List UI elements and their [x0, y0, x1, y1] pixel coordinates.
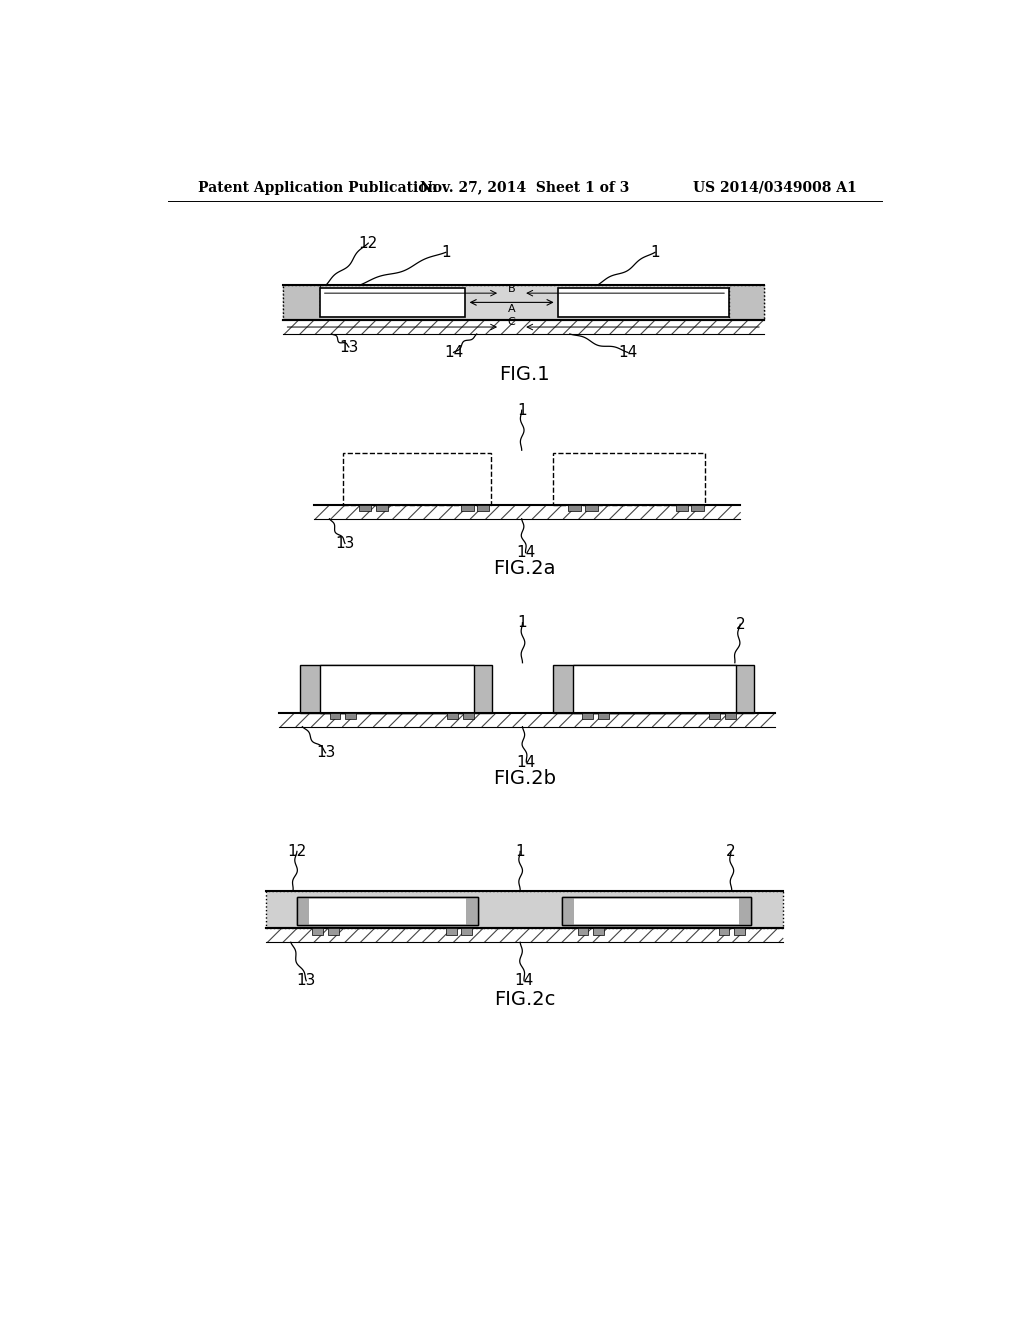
Bar: [676, 506, 688, 511]
Text: 2: 2: [726, 843, 736, 859]
Bar: [461, 928, 472, 935]
Text: FIG.1: FIG.1: [500, 364, 550, 384]
Bar: [691, 506, 703, 511]
Bar: [283, 285, 321, 321]
Bar: [345, 713, 356, 719]
Bar: [729, 285, 764, 321]
Bar: [725, 713, 735, 719]
Bar: [445, 928, 457, 935]
Bar: [376, 506, 388, 511]
Bar: [734, 928, 744, 935]
Bar: [477, 506, 489, 511]
Text: Patent Application Publication: Patent Application Publication: [198, 181, 437, 194]
Bar: [266, 891, 783, 928]
Bar: [463, 713, 474, 719]
Text: B: B: [508, 284, 515, 293]
Text: 13: 13: [316, 746, 335, 760]
Bar: [312, 928, 324, 935]
Bar: [719, 928, 729, 935]
Bar: [562, 896, 751, 924]
Bar: [297, 896, 478, 924]
Bar: [447, 713, 458, 719]
Bar: [297, 896, 478, 924]
Text: 1: 1: [515, 843, 525, 859]
Bar: [553, 453, 706, 506]
Text: 14: 14: [514, 973, 534, 989]
Text: 14: 14: [443, 345, 463, 360]
Text: 2: 2: [735, 616, 745, 632]
Bar: [343, 453, 490, 506]
Bar: [598, 713, 608, 719]
Text: FIG.2c: FIG.2c: [495, 990, 555, 1008]
Text: 1: 1: [518, 615, 527, 630]
Bar: [593, 928, 604, 935]
Bar: [297, 896, 309, 924]
Bar: [583, 713, 593, 719]
Text: 14: 14: [517, 755, 536, 770]
Bar: [568, 506, 581, 511]
Text: 14: 14: [516, 545, 536, 560]
Text: C: C: [508, 317, 515, 327]
Text: Nov. 27, 2014  Sheet 1 of 3: Nov. 27, 2014 Sheet 1 of 3: [420, 181, 630, 194]
Bar: [710, 713, 720, 719]
Bar: [738, 896, 751, 924]
Text: A: A: [508, 305, 515, 314]
Text: 14: 14: [618, 345, 638, 360]
Bar: [330, 713, 340, 719]
Bar: [553, 665, 755, 713]
Bar: [562, 896, 751, 924]
Bar: [359, 506, 372, 511]
Text: 13: 13: [335, 536, 354, 550]
Bar: [558, 288, 729, 317]
Bar: [321, 665, 474, 713]
Bar: [461, 506, 474, 511]
Text: 12: 12: [288, 843, 306, 859]
Bar: [466, 896, 478, 924]
Text: FIG.2b: FIG.2b: [494, 768, 556, 788]
Text: 12: 12: [358, 235, 378, 251]
Text: 13: 13: [339, 339, 358, 355]
Bar: [578, 928, 589, 935]
Text: 1: 1: [441, 244, 451, 260]
Bar: [321, 288, 465, 317]
Bar: [300, 665, 493, 713]
Text: US 2014/0349008 A1: US 2014/0349008 A1: [693, 181, 856, 194]
Text: 1: 1: [517, 403, 526, 417]
Bar: [572, 665, 735, 713]
Bar: [328, 928, 339, 935]
Text: 13: 13: [297, 973, 316, 989]
Text: FIG.2a: FIG.2a: [494, 560, 556, 578]
Bar: [562, 896, 574, 924]
Bar: [283, 285, 764, 321]
Bar: [586, 506, 598, 511]
Text: 1: 1: [650, 244, 659, 260]
